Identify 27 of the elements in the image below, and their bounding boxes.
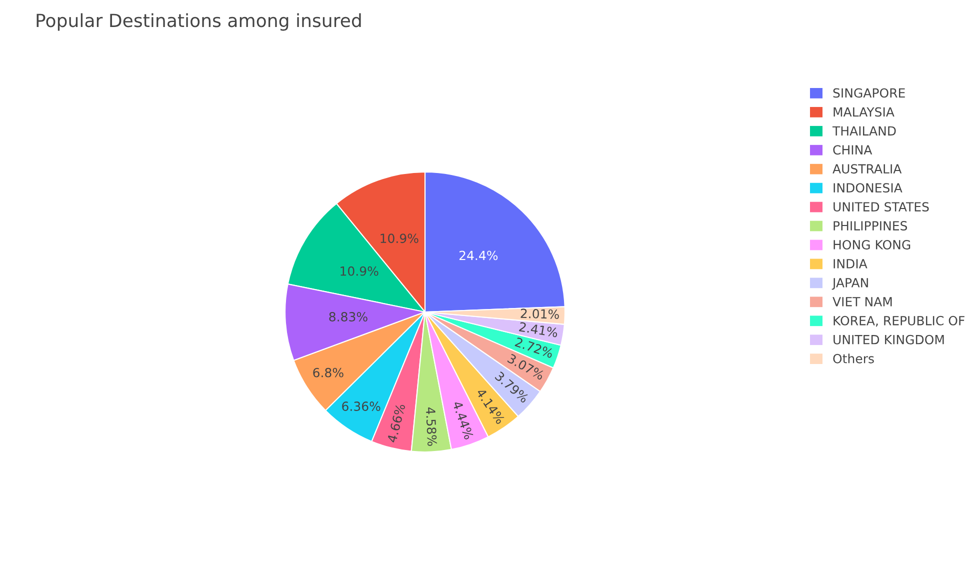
data-label: 6.8% bbox=[313, 368, 344, 378]
data-label: 10.9% bbox=[380, 234, 418, 244]
legend-label: INDIA bbox=[834, 259, 868, 268]
data-label: 8.83% bbox=[329, 312, 368, 322]
data-label: 4.44% bbox=[452, 400, 474, 440]
legend-label: MALAYSIA bbox=[834, 107, 894, 117]
legend-label: VIET NAM bbox=[832, 297, 892, 306]
data-label: 24.4% bbox=[459, 250, 498, 260]
legend-label: UNITED KINGDOM bbox=[834, 334, 944, 344]
legend-label: UNITED STATES bbox=[834, 202, 929, 212]
legend-label: AUSTRALIA bbox=[832, 164, 902, 174]
legend-label: Others bbox=[833, 354, 874, 364]
data-label: 6.36% bbox=[342, 402, 380, 412]
data-label: 4.66% bbox=[386, 403, 406, 443]
legend-label: JAPAN bbox=[832, 278, 868, 290]
data-label: 10.9% bbox=[340, 266, 378, 276]
legend-label: KOREA, REPUBLIC OF bbox=[834, 316, 964, 327]
legend-label: CHINA bbox=[833, 145, 872, 155]
legend-label: HONG KONG bbox=[834, 240, 910, 250]
chart-title: Popular Destinations among insured bbox=[36, 13, 361, 31]
legend-label: PHILIPPINES bbox=[834, 221, 908, 230]
data-label: 2.01% bbox=[520, 308, 560, 320]
legend-label: SINGAPORE bbox=[833, 88, 905, 98]
legend-label: INDONESIA bbox=[834, 183, 902, 193]
legend-label: THAILAND bbox=[832, 126, 896, 136]
data-label: 2.41% bbox=[518, 322, 558, 338]
data-label: 4.58% bbox=[426, 407, 438, 446]
